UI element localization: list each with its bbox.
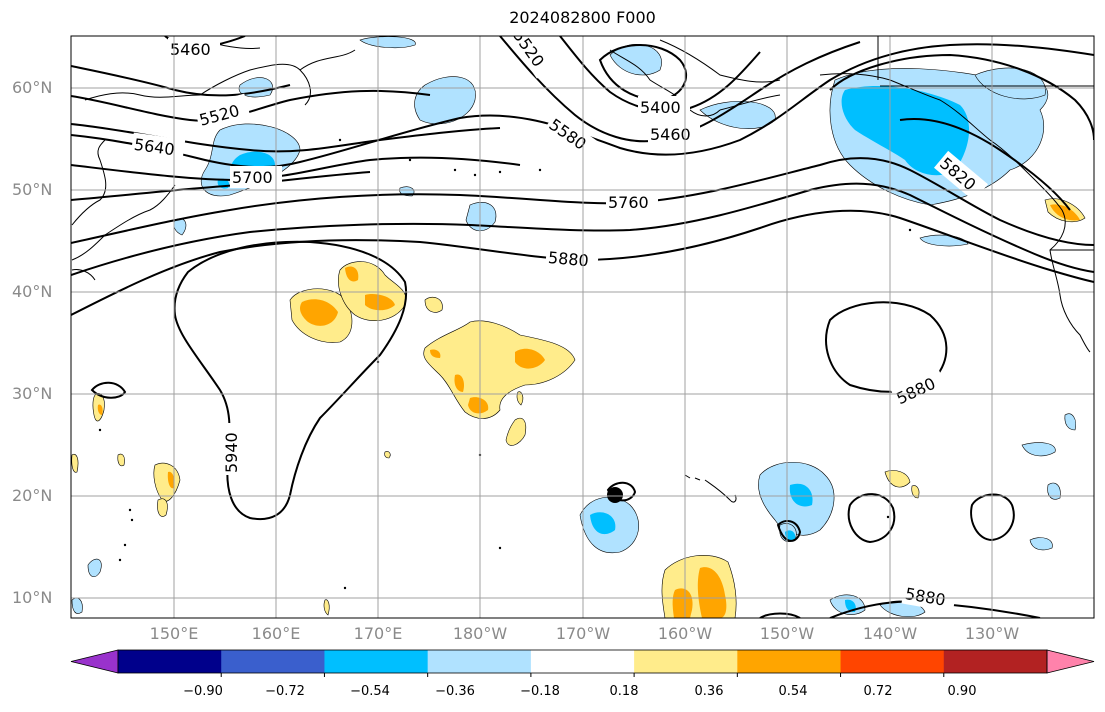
contour-labels: 5460 5520 5520 5640 5700 5580 5400 5460 … <box>130 36 988 613</box>
colorbar-swatch <box>324 650 429 673</box>
lon-label-170e: 170°E <box>353 624 403 643</box>
lon-label-160e: 160°E <box>251 624 301 643</box>
contour-label-5460-a: 5460 <box>170 40 211 59</box>
lat-label-30n: 30°N <box>12 384 53 403</box>
contour-label-5400: 5400 <box>640 98 681 117</box>
colorbar-tick-label: −0.36 <box>435 684 475 699</box>
contour-label-5760: 5760 <box>608 193 649 212</box>
colorbar-extend-min <box>70 649 119 674</box>
contour-label-5880-a: 5880 <box>547 248 589 270</box>
lon-label-150w: 150°W <box>759 624 815 643</box>
colorbar-tick-label: 0.36 <box>694 684 724 699</box>
lat-label-40n: 40°N <box>12 282 53 301</box>
colorbar-swatch <box>840 650 945 673</box>
lon-label-140w: 140°W <box>862 624 918 643</box>
contour-label-5940: 5940 <box>222 432 241 473</box>
graticule <box>71 36 1094 618</box>
lat-label-60n: 60°N <box>12 78 53 97</box>
colorbar-tick-label: −0.72 <box>265 684 305 699</box>
contour-label-5700: 5700 <box>232 168 273 187</box>
lon-label-170w: 170°W <box>555 624 611 643</box>
strong-positive-anomaly-shading <box>97 204 1080 618</box>
lat-label-50n: 50°N <box>12 180 53 199</box>
colorbar-swatch <box>118 650 222 673</box>
lon-label-130w: 130°W <box>964 624 1020 643</box>
colorbar-swatch <box>634 650 738 673</box>
colorbar-tick-label: 0.18 <box>609 684 639 699</box>
colorbar-tick-label: −0.54 <box>350 684 390 699</box>
colorbar-outline <box>117 649 1048 674</box>
colorbar-swatch <box>221 650 325 673</box>
colorbar-extend-max <box>1046 649 1095 674</box>
colorbar-swatch <box>737 650 842 673</box>
lat-label-20n: 20°N <box>12 486 53 505</box>
lon-label-180w: 180°W <box>452 624 508 643</box>
colorbar-tick-label: −0.90 <box>183 684 223 699</box>
lon-label-150e: 150°E <box>149 624 199 643</box>
colorbar-tick-label: 0.54 <box>778 684 808 699</box>
map-frame <box>70 35 1095 619</box>
contour-label-5460-b: 5460 <box>650 125 691 144</box>
colorbar-swatch <box>943 650 1048 673</box>
colorbar <box>70 649 1095 677</box>
coastlines <box>71 36 1094 503</box>
colorbar-swatch <box>530 650 635 673</box>
map-title: 2024082800 F000 <box>509 8 656 27</box>
lat-label-10n: 10°N <box>12 588 53 607</box>
colorbar-swatch <box>427 650 532 673</box>
colorbar-tick-label: −0.18 <box>520 684 560 699</box>
lon-label-160w: 160°W <box>657 624 713 643</box>
colorbar-tick-label: 0.72 <box>863 684 893 699</box>
colorbar-tick-label: 0.90 <box>947 684 977 699</box>
